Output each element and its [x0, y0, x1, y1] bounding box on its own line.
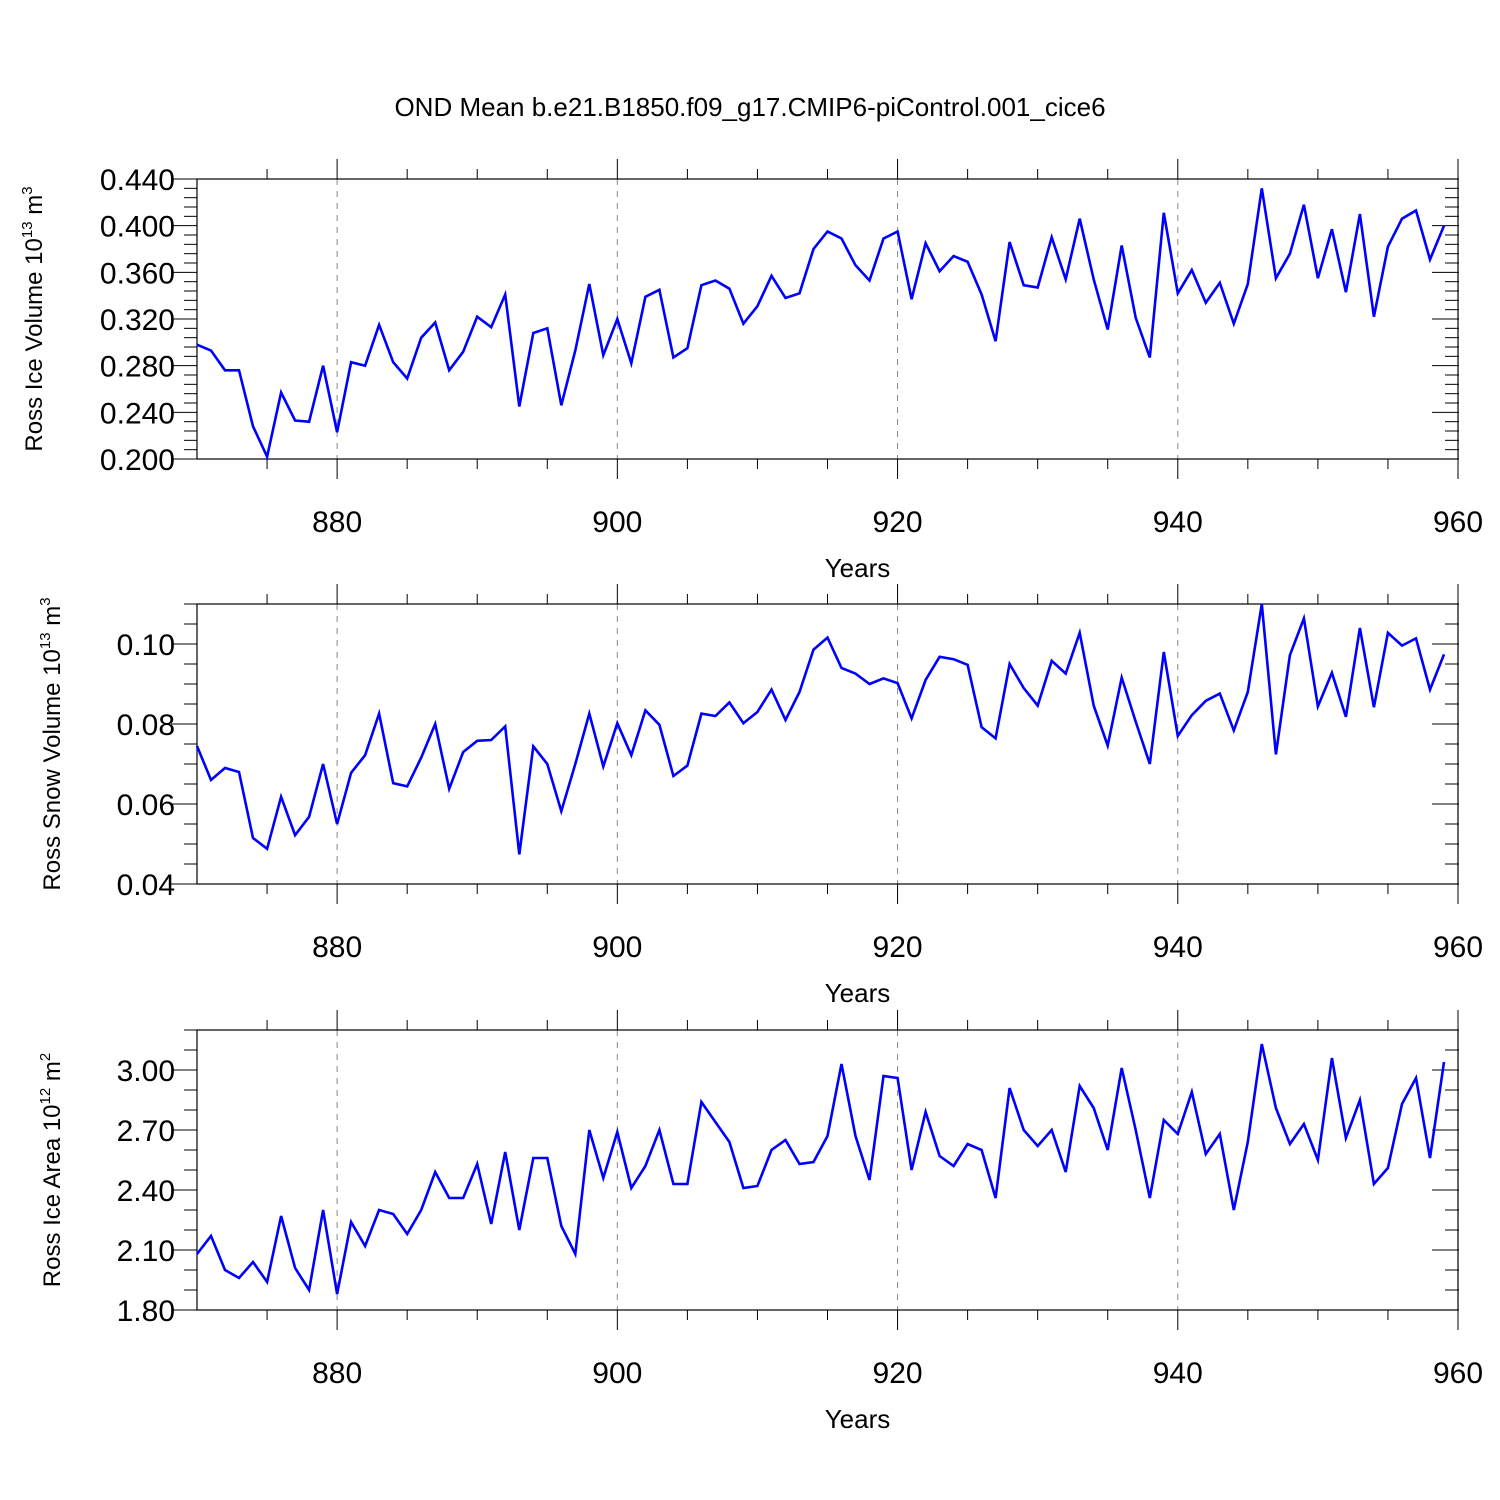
- y-tick-label: 1.80: [117, 1295, 175, 1328]
- y-tick-label: 3.00: [117, 1055, 175, 1088]
- y-tick-label: 0.360: [100, 257, 175, 290]
- panel-2: 880 900 920 940 960 0.04 0.06 0.08 0.10 Years Ross…: [37, 584, 1483, 1008]
- y-tick-label: 0.440: [100, 164, 175, 197]
- y-tick-label: 2.70: [117, 1115, 175, 1148]
- x-tick-label: 940: [1153, 506, 1203, 539]
- plot-frame: [196, 603, 1459, 885]
- x-tick-label: 960: [1433, 931, 1483, 964]
- plot-frame: [196, 178, 1459, 460]
- x-tick-label: 940: [1153, 931, 1203, 964]
- x-tick-label: 880: [312, 931, 362, 964]
- y-tick-label: 0.10: [117, 629, 175, 662]
- y-tick-label: 2.10: [117, 1235, 175, 1268]
- x-tick-label: 900: [592, 1357, 642, 1390]
- series-line: [196, 188, 1446, 461]
- x-tick-label: 960: [1433, 506, 1483, 539]
- series-line: [195, 1043, 1446, 1295]
- x-tick-label: 920: [873, 506, 923, 539]
- y-tick-label: 0.280: [100, 351, 175, 384]
- x-tick-label: 880: [312, 1357, 362, 1390]
- x-tick-label: 960: [1433, 1357, 1483, 1390]
- y-axis-label: Ross Ice Volume 1013 m3: [19, 186, 48, 451]
- y-tick-label: 2.40: [117, 1175, 175, 1208]
- y-tick-label: 0.320: [100, 304, 175, 337]
- y-tick-label: 0.400: [100, 211, 175, 244]
- x-tick-label: 940: [1153, 1357, 1203, 1390]
- x-tick-label: 900: [592, 506, 642, 539]
- series-line: [195, 603, 1446, 855]
- x-axis-label: Years: [825, 553, 891, 583]
- y-tick-label: 0.04: [117, 869, 175, 902]
- plot-frame: [196, 1029, 1459, 1311]
- x-axis-label: Years: [825, 978, 891, 1008]
- y-axis-label: Ross Ice Area 1012 m2: [37, 1053, 66, 1287]
- y-tick-label: 0.06: [117, 789, 175, 822]
- x-tick-label: 920: [873, 1357, 923, 1390]
- y-axis-label: Ross Snow Volume 1013 m3: [37, 597, 66, 890]
- x-axis-label: Years: [825, 1404, 891, 1434]
- panels: 880 900 920 940 960 0.200 0.240 0.280 0.320 0.360…: [19, 159, 1483, 1434]
- y-tick-label: 0.200: [100, 444, 175, 477]
- panel-3: 880 900 920 940 960 1.80 2.10 2.40 2.70 3.00 Years…: [37, 1010, 1483, 1434]
- x-tick-label: 900: [592, 931, 642, 964]
- x-tick-label: 880: [312, 506, 362, 539]
- figure-title: OND Mean b.e21.B1850.f09_g17.CMIP6-piCon…: [394, 92, 1105, 122]
- x-tick-label: 920: [873, 931, 923, 964]
- y-tick-label: 0.08: [117, 709, 175, 742]
- y-tick-label: 0.240: [100, 397, 175, 430]
- panel-1: 880 900 920 940 960 0.200 0.240 0.280 0.320 0.360…: [19, 159, 1483, 583]
